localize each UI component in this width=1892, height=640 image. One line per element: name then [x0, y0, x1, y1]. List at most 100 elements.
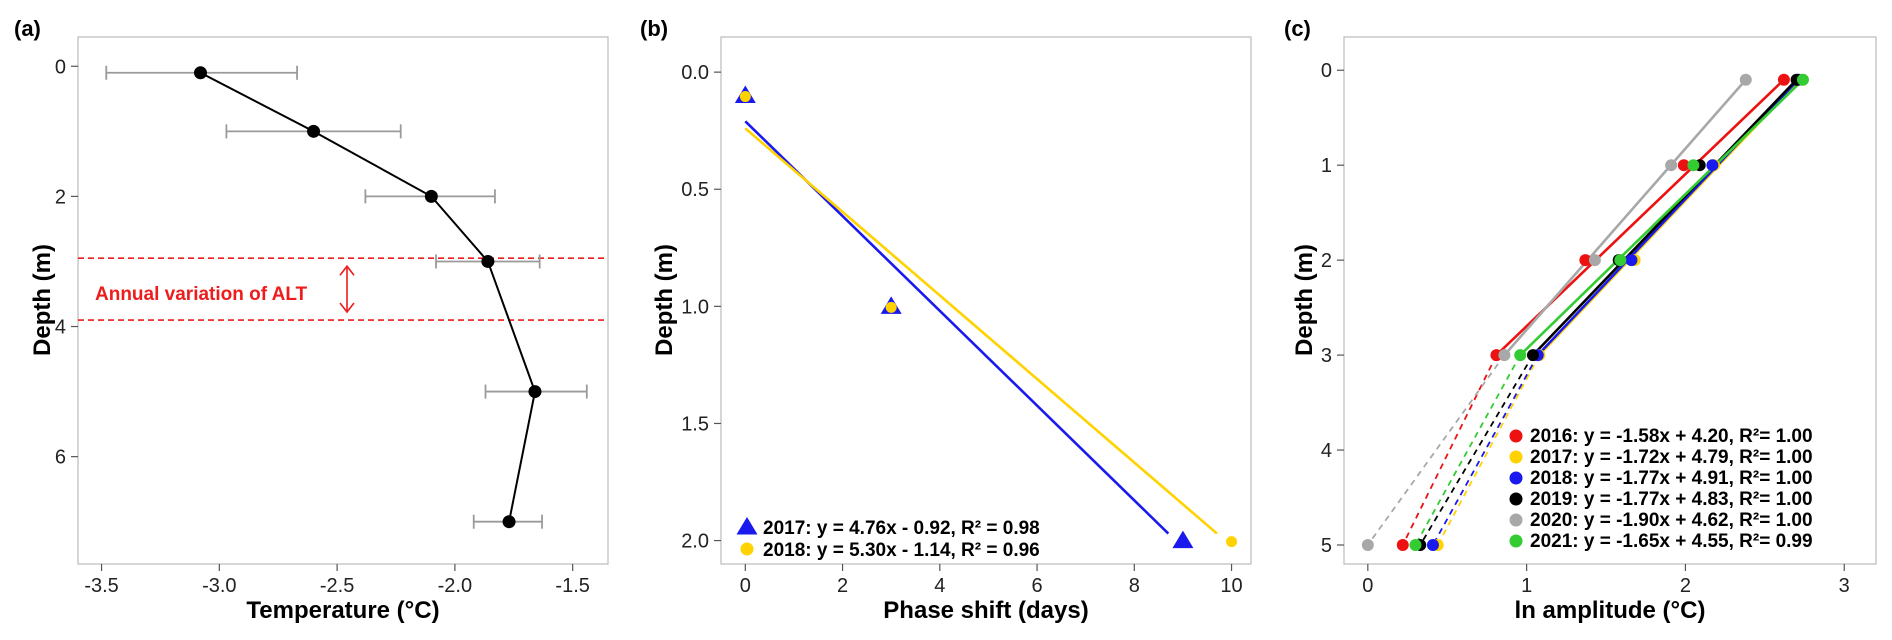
panel-c-x-tick-label: 1 [1521, 575, 1532, 597]
point-2018 [1706, 159, 1719, 172]
panel-a-x-tick-label: -3.0 [202, 575, 236, 597]
panel-c: (c) 0 1 2 3 0 1 2 3 4 5 2016: y = -1.58x + 4.20,… [1284, 16, 1877, 624]
panel-c-label: (c) [1284, 16, 1311, 41]
panel-b-y-tick-label: 0.0 [681, 62, 709, 84]
panel-a-plot-frame [77, 36, 609, 565]
panel-a-y-tick-label: 6 [55, 447, 66, 469]
panel-b-plot-frame [720, 36, 1252, 565]
point-2018 [885, 301, 897, 313]
point-2020 [1588, 254, 1601, 267]
legend-marker-2018 [1509, 471, 1523, 485]
point-2018 [739, 91, 751, 103]
panel-a-y-tick-label: 4 [55, 317, 66, 339]
legend-label-2021: 2021: y = -1.65x + 4.55, R²= 0.99 [1530, 531, 1813, 552]
fit-line-2021 [1519, 78, 1804, 357]
temperature-point [481, 254, 495, 268]
panel-a-y-tick-label: 0 [55, 56, 66, 78]
panel-a: (a) -3.5 -3.0 -2.5 -2.0 -1.5 0 2 4 6 Temperatur… [14, 16, 609, 624]
alt-arrow-head-up [339, 264, 355, 276]
point-2016 [1677, 159, 1690, 172]
panel-c-y-tick-label: 0 [1321, 60, 1332, 82]
panel-c-x-tick-label: 0 [1362, 575, 1373, 597]
legend-marker-2020 [1509, 513, 1523, 527]
panel-b-label: (b) [640, 16, 668, 41]
panel-c-plot-frame [1343, 36, 1877, 565]
legend-marker-2017 [1509, 450, 1523, 464]
point-2017 [1172, 530, 1194, 549]
legend-label-2020: 2020: y = -1.90x + 4.62, R²= 1.00 [1530, 510, 1813, 531]
point-2021 [1514, 349, 1527, 362]
panel-c-y-axis-title: Depth (m) [1291, 244, 1318, 356]
panel-a-x-tick-label: -3.5 [84, 575, 118, 597]
fit-line-2019 [1532, 78, 1798, 356]
panel-a-x-tick-label: -1.5 [555, 575, 589, 597]
legend-label-2018: 2018: y = 5.30x - 1.14, R² = 0.96 [763, 540, 1040, 561]
panel-b-x-tick-label: 2 [837, 575, 848, 597]
point-2020 [1739, 73, 1752, 86]
legend-marker-2019 [1509, 492, 1523, 506]
legend-marker-2018 [740, 542, 754, 556]
point-2021 [1687, 159, 1700, 172]
temperature-point [502, 515, 516, 529]
panel-c-x-axis-title: ln amplitude (°C) [1515, 597, 1706, 624]
panel-c-y-tick-label: 2 [1321, 250, 1332, 272]
point-2021 [1796, 73, 1809, 86]
extrapolation-2017 [1436, 354, 1541, 546]
temperature-profile-line [200, 71, 537, 522]
extrapolation-2021 [1414, 354, 1522, 546]
point-2021 [1409, 539, 1422, 552]
panel-b-x-tick-label: 6 [1031, 575, 1042, 597]
point-2018 [1426, 539, 1439, 552]
panel-c-y-tick-label: 4 [1321, 440, 1332, 462]
legend-label-2016: 2016: y = -1.58x + 4.20, R²= 1.00 [1530, 426, 1813, 447]
panel-b-x-tick-label: 0 [740, 575, 751, 597]
point-2021 [1614, 254, 1627, 267]
panel-b-y-tick-label: 2.0 [681, 531, 709, 553]
point-2018 [1226, 536, 1238, 548]
temperature-point [424, 189, 438, 203]
extrapolation-2016 [1401, 354, 1498, 546]
panel-a-y-tick-label: 2 [55, 186, 66, 208]
point-2018 [1625, 254, 1638, 267]
temperature-point [193, 66, 207, 80]
panel-b-y-tick-label: 1.0 [681, 296, 709, 318]
alt-arrow-head-down [339, 302, 355, 314]
panel-a-x-axis-title: Temperature (°C) [246, 597, 439, 624]
point-2016 [1777, 73, 1790, 86]
legend-marker-2016 [1509, 429, 1523, 443]
panel-b-x-axis-title: Phase shift (days) [883, 597, 1088, 624]
fit-line-2020 [1503, 78, 1747, 356]
legend-marker-2017 [736, 517, 758, 535]
point-2020 [1665, 159, 1678, 172]
panel-b-y-tick-label: 0.5 [681, 179, 709, 201]
panel-c-y-tick-label: 3 [1321, 345, 1332, 367]
panel-c-y-tick-label: 1 [1321, 155, 1332, 177]
legend-label-2017: 2017: y = -1.72x + 4.79, R²= 1.00 [1530, 447, 1813, 468]
legend-label-2017: 2017: y = 4.76x - 0.92, R² = 0.98 [763, 518, 1040, 539]
panel-a-y-axis-title: Depth (m) [29, 244, 56, 356]
panel-a-x-tick-label: -2.5 [320, 575, 354, 597]
panel-a-x-tick-label: -2.0 [438, 575, 472, 597]
panel-c-x-tick-label: 3 [1839, 575, 1850, 597]
point-2020 [1498, 349, 1511, 362]
extrapolation-2018 [1432, 354, 1539, 546]
legend-label-2019: 2019: y = -1.77x + 4.83, R²= 1.00 [1530, 489, 1813, 510]
point-2019 [1526, 349, 1539, 362]
panel-b-y-axis-title: Depth (m) [651, 244, 678, 356]
panel-b: (b) 0 2 4 6 8 10 0.0 0.5 1.0 1.5 2.0 2017: y = 4.… [640, 16, 1252, 624]
panel-c-y-tick-label: 5 [1321, 535, 1332, 557]
panel-b-y-tick-label: 1.5 [681, 413, 709, 435]
extrapolation-2020 [1367, 354, 1506, 546]
alt-annotation-label: Annual variation of ALT [95, 284, 308, 305]
point-2016 [1579, 254, 1592, 267]
temperature-point [307, 124, 321, 138]
fit-line-2018 [744, 127, 1218, 535]
legend-marker-2021 [1509, 534, 1523, 548]
panel-c-x-tick-label: 2 [1680, 575, 1691, 597]
extrapolation-2019 [1419, 354, 1534, 546]
panel-a-label: (a) [14, 16, 41, 41]
panel-b-x-tick-label: 4 [934, 575, 945, 597]
legend-label-2018: 2018: y = -1.77x + 4.91, R²= 1.00 [1530, 468, 1813, 489]
panel-b-x-tick-label: 10 [1220, 575, 1242, 597]
